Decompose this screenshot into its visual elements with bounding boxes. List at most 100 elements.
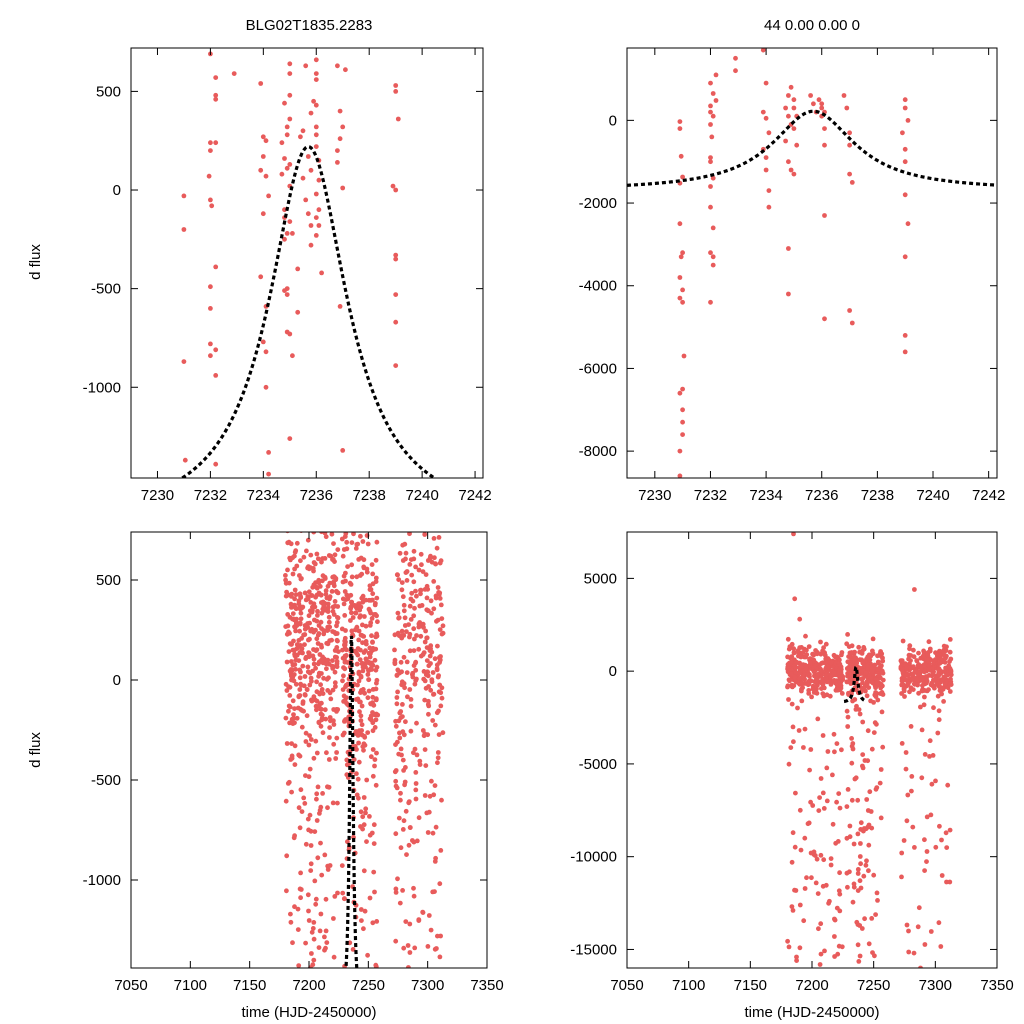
data-point bbox=[324, 940, 330, 945]
left-title: BLG02T1835.2283 bbox=[246, 17, 373, 34]
data-point bbox=[349, 562, 355, 568]
data-point bbox=[792, 663, 797, 669]
data-point bbox=[295, 927, 301, 932]
data-point bbox=[922, 868, 927, 873]
data-point bbox=[820, 679, 826, 684]
data-point bbox=[318, 642, 324, 648]
data-point bbox=[373, 717, 379, 723]
data-point bbox=[845, 632, 850, 637]
data-point bbox=[396, 615, 402, 621]
data-point bbox=[374, 919, 380, 924]
data-point bbox=[357, 657, 363, 663]
data-point bbox=[905, 681, 911, 687]
data-point bbox=[407, 825, 413, 830]
data-point bbox=[788, 167, 794, 173]
data-point bbox=[433, 855, 438, 861]
data-point bbox=[832, 934, 837, 939]
data-point bbox=[313, 648, 319, 654]
data-point bbox=[279, 140, 285, 146]
data-point bbox=[263, 349, 269, 355]
data-point bbox=[792, 887, 797, 893]
data-point bbox=[293, 606, 299, 612]
data-point bbox=[332, 654, 338, 660]
data-point bbox=[312, 878, 318, 884]
data-point bbox=[350, 615, 356, 620]
data-point bbox=[875, 659, 881, 665]
data-point bbox=[801, 745, 806, 750]
data-point bbox=[344, 772, 350, 778]
data-point bbox=[426, 608, 431, 614]
data-point bbox=[403, 556, 408, 562]
data-point bbox=[368, 701, 373, 706]
data-point bbox=[911, 647, 916, 653]
data-point bbox=[937, 823, 942, 829]
data-point bbox=[288, 911, 293, 917]
data-point bbox=[821, 857, 827, 863]
data-point bbox=[431, 692, 436, 697]
data-point bbox=[860, 648, 865, 654]
data-point bbox=[907, 689, 912, 695]
data-point bbox=[708, 80, 713, 86]
data-point bbox=[900, 638, 906, 644]
data-point bbox=[791, 646, 797, 652]
x-tick-label: 7232 bbox=[694, 487, 727, 504]
data-point bbox=[397, 710, 403, 716]
data-point bbox=[865, 758, 871, 764]
data-point bbox=[817, 795, 822, 800]
data-point bbox=[429, 679, 435, 685]
data-point bbox=[401, 945, 407, 951]
data-point bbox=[433, 561, 438, 567]
data-point bbox=[289, 605, 294, 610]
data-point bbox=[282, 156, 287, 161]
data-point bbox=[208, 197, 213, 203]
data-point bbox=[837, 657, 842, 663]
data-point bbox=[341, 547, 347, 552]
data-point bbox=[763, 155, 769, 161]
data-point bbox=[839, 691, 845, 696]
data-point bbox=[396, 577, 402, 582]
data-point bbox=[903, 750, 909, 755]
data-point bbox=[406, 842, 412, 848]
data-point bbox=[677, 126, 683, 131]
data-point bbox=[899, 682, 905, 688]
data-point bbox=[433, 595, 439, 601]
data-point bbox=[309, 929, 315, 935]
data-point bbox=[181, 359, 187, 364]
data-point bbox=[361, 868, 367, 874]
data-point bbox=[311, 920, 317, 925]
x-tick-label: 7350 bbox=[980, 977, 1013, 994]
data-point bbox=[393, 89, 399, 94]
data-point bbox=[865, 664, 871, 670]
data-point bbox=[308, 167, 314, 173]
data-point bbox=[373, 697, 379, 702]
data-point bbox=[922, 837, 927, 843]
data-point bbox=[324, 676, 330, 682]
data-point bbox=[327, 504, 332, 509]
data-point bbox=[395, 572, 400, 578]
data-point bbox=[434, 946, 439, 951]
y-tick-label: -10000 bbox=[570, 849, 617, 866]
data-point bbox=[440, 630, 446, 636]
data-point bbox=[424, 658, 430, 663]
data-point bbox=[340, 448, 346, 453]
data-point bbox=[297, 628, 302, 634]
data-point bbox=[306, 742, 312, 748]
data-point bbox=[289, 789, 294, 795]
data-point bbox=[902, 105, 908, 111]
data-point bbox=[947, 689, 953, 694]
data-point bbox=[344, 647, 349, 653]
data-point bbox=[371, 822, 377, 828]
data-point bbox=[394, 695, 400, 700]
data-point bbox=[335, 160, 340, 165]
data-point bbox=[258, 167, 264, 173]
data-point bbox=[847, 171, 852, 177]
data-point bbox=[680, 419, 685, 425]
data-point bbox=[266, 450, 271, 455]
data-point bbox=[434, 710, 440, 716]
data-point bbox=[299, 724, 305, 730]
data-point bbox=[942, 674, 948, 680]
data-point bbox=[354, 574, 360, 580]
data-point bbox=[365, 672, 371, 677]
data-point bbox=[902, 333, 908, 338]
data-point bbox=[360, 668, 366, 674]
